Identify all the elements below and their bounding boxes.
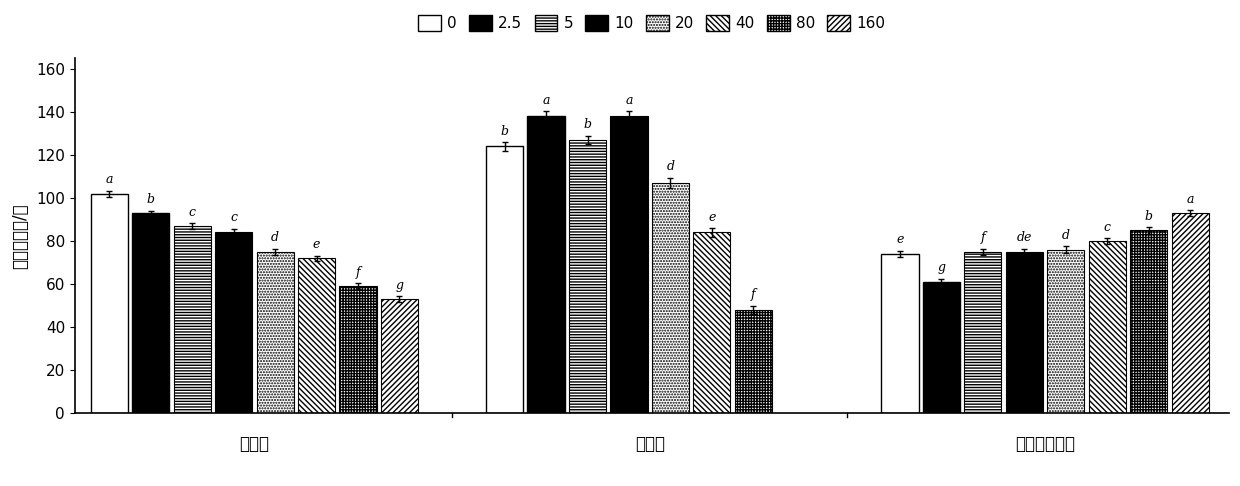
Text: 肉桂酸: 肉桂酸 [635, 434, 665, 452]
Bar [257, 252, 294, 413]
Text: d: d [1061, 229, 1070, 242]
Bar [1006, 252, 1043, 413]
Text: a: a [625, 94, 632, 107]
Text: g: g [396, 278, 403, 292]
Bar [381, 299, 418, 413]
Bar [174, 226, 211, 413]
Text: a: a [105, 173, 113, 186]
Text: c: c [231, 211, 237, 225]
Bar [1089, 241, 1126, 413]
Y-axis label: 孢子萌发数/个: 孢子萌发数/个 [11, 203, 29, 269]
Text: a: a [1187, 192, 1194, 206]
Bar [693, 232, 730, 413]
Text: d: d [272, 231, 279, 244]
Text: c: c [1104, 221, 1111, 234]
Bar [923, 282, 960, 413]
Bar [569, 140, 606, 413]
Text: g: g [937, 261, 945, 275]
Text: c: c [188, 206, 196, 219]
Text: f: f [356, 266, 361, 278]
Bar [486, 146, 523, 413]
Bar [1172, 213, 1209, 413]
Bar [965, 252, 1002, 413]
Bar [133, 213, 170, 413]
Text: b: b [1145, 210, 1153, 223]
Bar [1130, 230, 1167, 413]
Bar [882, 254, 919, 413]
Bar [215, 232, 252, 413]
Text: e: e [708, 211, 715, 224]
Text: 对羟基苯甲酸: 对羟基苯甲酸 [1016, 434, 1075, 452]
Text: b: b [501, 125, 508, 138]
Bar [298, 258, 335, 413]
Text: b: b [146, 193, 155, 206]
Bar [1047, 250, 1084, 413]
Text: e: e [897, 233, 904, 246]
Text: d: d [666, 160, 675, 174]
Text: b: b [584, 119, 591, 131]
Bar [91, 194, 128, 413]
Bar [610, 116, 647, 413]
Bar [527, 116, 564, 413]
Bar [735, 310, 773, 413]
Text: 水杨酸: 水杨酸 [239, 434, 269, 452]
Text: f: f [751, 288, 755, 301]
Text: f: f [981, 231, 986, 244]
Bar [652, 183, 689, 413]
Text: a: a [542, 94, 549, 107]
Legend: 0, 2.5, 5, 10, 20, 40, 80, 160: 0, 2.5, 5, 10, 20, 40, 80, 160 [412, 9, 892, 37]
Text: de: de [1017, 231, 1032, 244]
Text: e: e [312, 239, 320, 251]
Bar [340, 286, 377, 413]
